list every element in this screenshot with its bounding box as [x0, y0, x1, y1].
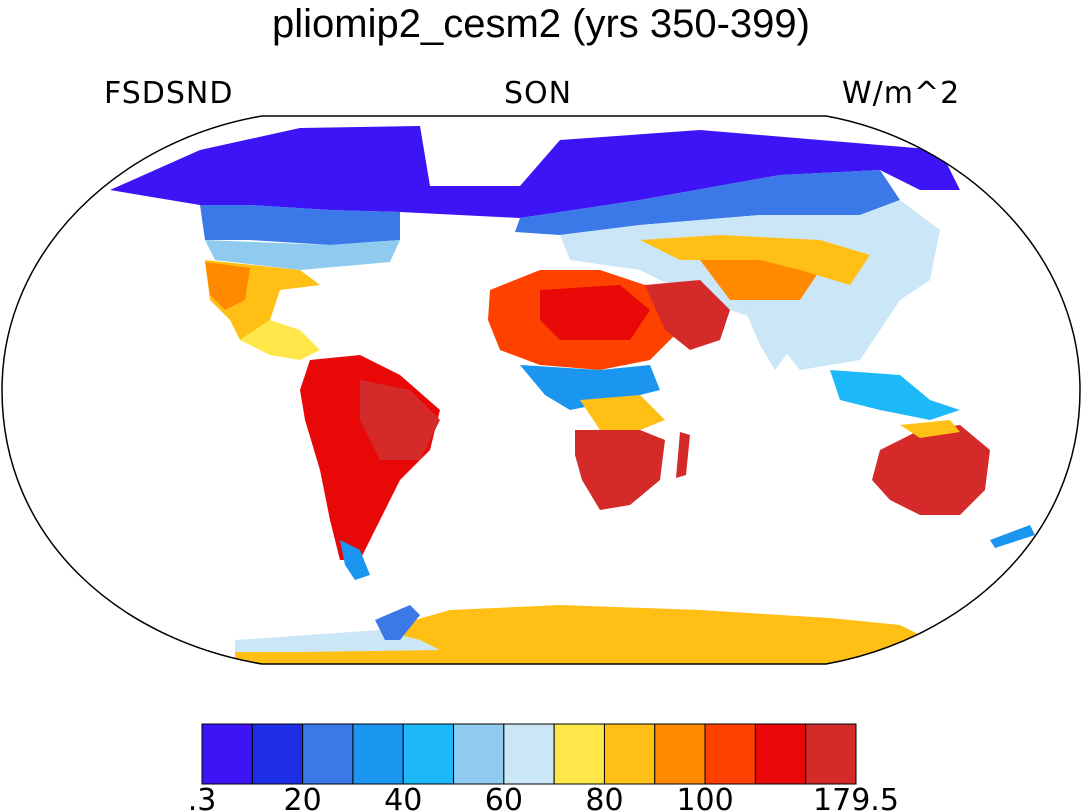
- colorbar-tick-label: 179.5: [813, 783, 899, 812]
- variable-label: FSDSND: [104, 76, 234, 111]
- colorbar: .3 20 40 60 80 100 179.5: [188, 723, 899, 812]
- india: [745, 310, 800, 370]
- southern-africa: [575, 430, 665, 510]
- south-america-tip: [340, 540, 370, 580]
- colorbar-swatch: [503, 723, 555, 785]
- central-america: [240, 320, 320, 360]
- colorbar-swatch: [251, 723, 304, 785]
- new-zealand: [990, 525, 1035, 548]
- colorbar-tick-label: 20: [284, 783, 322, 812]
- colorbar-swatch: [352, 723, 404, 785]
- north-polar-band: [110, 126, 960, 218]
- colorbar-swatch: [453, 723, 505, 785]
- colorbar-swatch: [603, 723, 656, 785]
- units-label: W/m^2: [842, 76, 961, 111]
- season-label: SON: [504, 76, 573, 111]
- arabia: [645, 280, 730, 350]
- colorbar-tick-label: 40: [384, 783, 422, 812]
- plot-title: pliomip2_cesm2 (yrs 350-399): [271, 2, 810, 46]
- colorbar-tick-label: 60: [485, 783, 523, 812]
- south-america-east: [360, 380, 440, 460]
- colorbar-swatch: [302, 723, 354, 785]
- colorbar-tick-label: 80: [585, 783, 623, 812]
- madagascar: [676, 432, 690, 478]
- sahara-core: [540, 285, 650, 340]
- east-africa: [580, 395, 665, 430]
- mid-latitude-band: [205, 240, 400, 270]
- colorbar-swatch: [553, 723, 605, 785]
- north-america-dry: [205, 262, 250, 310]
- land-fields: [110, 126, 1035, 664]
- subpolar-band: [200, 205, 400, 245]
- colorbar-tick-label: .3: [188, 783, 217, 812]
- antarctic-peninsula: [375, 605, 420, 640]
- colorbar-swatch: [754, 723, 807, 785]
- australia-north: [900, 420, 960, 438]
- colorbar-swatch: [402, 723, 455, 785]
- central-asia: [640, 235, 870, 285]
- colorbar-tick-label: 100: [676, 783, 733, 812]
- subpolar-band-eurasia: [515, 170, 900, 235]
- globe-outline: [1, 115, 1081, 665]
- colorbar-swatch: [805, 723, 857, 785]
- colorbar-swatch: [654, 723, 706, 785]
- maritime-continent: [830, 370, 960, 420]
- colorbar-swatch: [201, 723, 253, 785]
- australia: [872, 425, 990, 515]
- colorbar-swatch: [704, 723, 756, 785]
